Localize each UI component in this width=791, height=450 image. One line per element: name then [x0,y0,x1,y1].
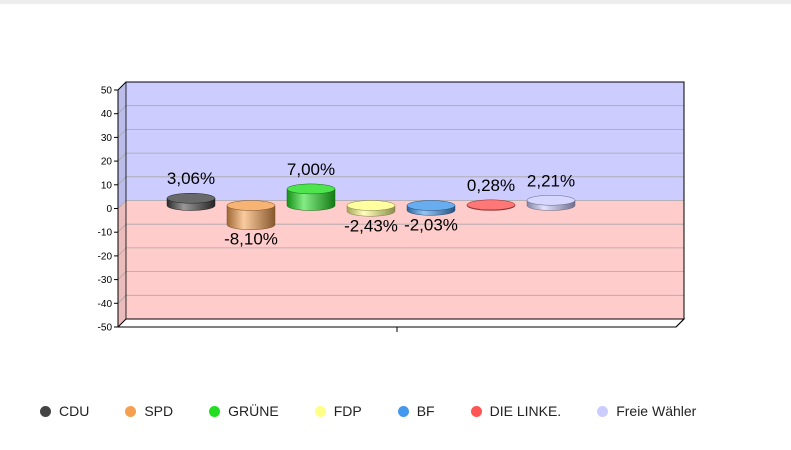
bar-top [286,183,336,195]
legend-marker [597,405,609,417]
data-label: 7,00% [287,160,335,179]
bar-bf: -2,03% [404,200,458,234]
legend-item: BF [397,403,435,419]
legend-marker [209,405,221,417]
legend-label: Freie Wähler [616,403,697,419]
bar-top [226,200,276,211]
chart-legend: CDU SPD GRÜNE FDP BF DIE LINKE. Freie Wähler [40,400,780,422]
data-label: -2,43% [344,216,398,235]
left-wall-negative [118,200,126,327]
y-tick-label: -30 [98,275,113,286]
y-tick-label: -50 [98,323,113,334]
bar-top [166,192,216,204]
bar-top [466,199,516,211]
plot-frame [117,81,685,328]
legend-label: CDU [59,403,90,419]
chart: 50 40 30 20 10 0 -10 -20 -30 -40 -50 3,06% -8,10% 7,0… [98,81,686,334]
legend-item: DIE LINKE. [470,403,562,419]
bar-top [346,200,396,211]
bar-cdu: 3,06% [166,169,216,211]
legend-marker [40,405,51,417]
data-label: -2,03% [404,215,458,234]
bar-body [226,205,276,230]
legend-item: GRÜNE [209,403,279,419]
y-tick-label: -20 [98,251,113,262]
floor [116,318,686,328]
legend-label: DIE LINKE. [489,403,562,419]
y-tick-label: -10 [98,228,113,239]
data-label: -8,10% [224,230,278,249]
legend-item: CDU [40,403,89,419]
legend-marker [125,405,137,417]
bar-die-linke: 0,28% [466,176,516,211]
data-label: 0,28% [467,176,515,195]
bar-freie-w-hler: 2,21% [526,171,576,211]
y-tick-label: 0 [106,204,112,215]
legend-marker [314,405,326,417]
bar-gr-ne: 7,00% [286,160,336,211]
legend-label: GRÜNE [228,403,279,419]
y-tick-label: 20 [101,157,113,168]
bar-spd: -8,10% [224,200,278,249]
y-tick-label: 50 [101,86,113,97]
data-label: 2,21% [527,171,575,190]
data-label: 3,06% [167,169,215,188]
legend-label: FDP [333,403,362,419]
legend-item: SPD [125,403,173,419]
top-bar [0,0,791,4]
legend-label: SPD [144,403,174,419]
negative-region [126,200,684,319]
legend-label: BF [416,403,435,419]
y-tick-label: 40 [101,109,113,120]
legend-item: Freie Wähler [597,403,696,419]
legend-item: FDP [314,403,362,419]
positive-region [126,82,684,201]
legend-marker [397,405,409,417]
bar-top [406,200,456,211]
y-tick-label: 30 [101,133,113,144]
legend-marker [470,405,482,417]
bar-fdp: -2,43% [344,200,398,235]
y-tick-label: 10 [101,180,113,191]
bar-top [526,195,576,206]
y-tick-label: -40 [98,299,113,310]
left-wall-positive [118,82,126,209]
bar-body [286,188,336,211]
